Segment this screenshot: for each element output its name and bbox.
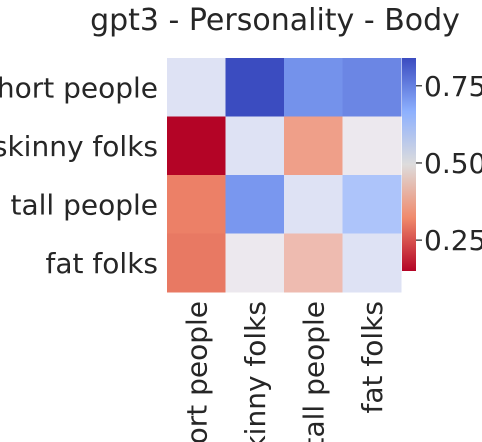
col-label: short people [180,301,213,442]
heatmap-cell [225,175,285,234]
col-labels: short people skinny folks tall people fat f… [180,301,389,442]
heatmap-cell [284,58,343,117]
heatmap-cell [167,116,226,176]
row-labels: short people skinny folks tall people fat f… [0,71,158,280]
colorbar-tick-label: 0.75 [424,70,482,103]
colorbar-ticks: 0.25 0.50 0.75 [416,70,482,257]
colorbar-tick-label: 0.25 [424,224,482,257]
row-label: tall people [10,188,158,221]
col-label: tall people [297,301,330,442]
row-label: fat folks [46,247,158,280]
heatmap-cell [225,116,285,176]
heatmap-cell [167,233,226,293]
heatmap-cell [342,175,402,234]
heatmap-cell [284,175,343,234]
heatmap-cell [342,58,402,117]
col-label: fat folks [356,301,389,413]
heatmap-cell [167,58,226,117]
heatmap-cells [167,58,402,293]
chart-title: gpt3 - Personality - Body [90,3,460,38]
heatmap-cell [284,116,343,176]
heatmap-cell [342,116,402,176]
colorbar-tick-label: 0.50 [424,147,482,180]
heatmap-cell [225,58,285,117]
row-label: short people [0,71,158,104]
heatmap-cell [342,233,402,293]
heatmap-cell [167,175,226,234]
col-label: skinny folks [239,301,272,442]
row-label: skinny folks [0,130,158,163]
colorbar [402,58,416,271]
heatmap-cell [284,233,343,293]
heatmap-cell [225,233,285,293]
